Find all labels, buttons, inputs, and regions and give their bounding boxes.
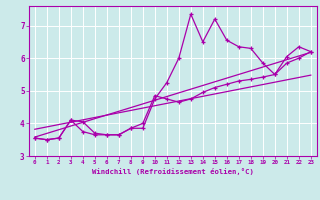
X-axis label: Windchill (Refroidissement éolien,°C): Windchill (Refroidissement éolien,°C) — [92, 168, 254, 175]
